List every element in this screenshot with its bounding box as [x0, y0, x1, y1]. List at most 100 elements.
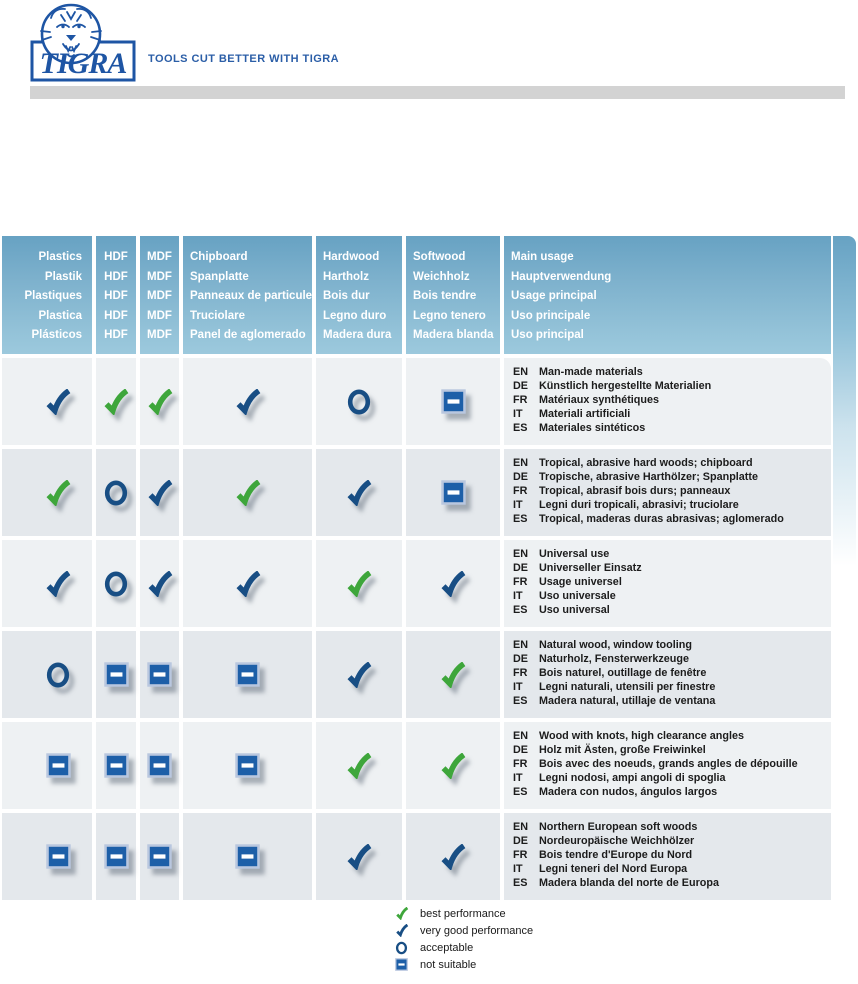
best-performance-check-icon: [46, 479, 71, 506]
table-row: EN Northern European soft woods DE Nordeuro…: [2, 813, 831, 900]
usage-text: Bois naturel, outillage de fenêtre: [539, 667, 707, 679]
acceptable-circle-icon: [104, 571, 128, 596]
table-row: EN Tropical, abrasive hard woods; chipboa…: [2, 449, 831, 536]
usage-line: EN Northern European soft woods: [513, 820, 831, 834]
usage-cell: EN Natural wood, window tooling DE Naturhol…: [504, 631, 831, 718]
header-line: Chipboard: [190, 251, 248, 263]
header-line: Bois tendre: [413, 290, 477, 303]
best-performance-check-icon: [347, 570, 372, 597]
suitability-cell: [96, 813, 136, 900]
not-suitable-square-icon: [395, 958, 408, 971]
table-row: EN Wood with knots, high clearance angles…: [2, 722, 831, 809]
suitability-cell: [183, 631, 312, 718]
header-line: Panneaux de particule: [190, 290, 313, 303]
language-code: FR: [513, 849, 528, 861]
legend-item-acceptable: acceptable: [395, 940, 533, 955]
header-column-chipboard: Chipboard Spanplatte Panneaux de particule…: [183, 236, 312, 354]
header-line: Hardwood: [323, 251, 380, 263]
language-code: IT: [513, 772, 523, 784]
header-column-main-usage: Main usage Hauptverwendung Usage principal…: [504, 236, 831, 354]
suitability-cell: [183, 358, 312, 445]
usage-line: IT Legni nodosi, ampi angoli di spoglia: [513, 771, 831, 785]
usage-text: Bois tendre d'Europe du Nord: [539, 849, 693, 861]
usage-text: Künstlich hergestellte Materialien: [539, 380, 712, 392]
header-line: Madera dura: [323, 329, 392, 342]
suitability-cell: [316, 813, 402, 900]
language-code: ES: [513, 422, 528, 434]
rating-symbol-not_suitable: [103, 844, 129, 869]
usage-line: IT Materiali artificiali: [513, 407, 831, 421]
usage-line: DE Naturholz, Fensterwerkzeuge: [513, 652, 831, 666]
suitability-cell: [316, 540, 402, 627]
usage-text: Legni nodosi, ampi angoli di spoglia: [539, 772, 726, 784]
usage-line: ES Madera blanda del norte de Europa: [513, 876, 831, 890]
header-line: MDF: [147, 270, 172, 283]
suitability-cell: [140, 449, 179, 536]
language-code: ES: [513, 786, 528, 798]
very-good-performance-check-icon: [347, 479, 372, 506]
suitability-table-body: EN Man-made materials DE Künstlich hergeste…: [2, 358, 831, 900]
suitability-cell: [140, 540, 179, 627]
usage-text: Tropical, abrasive hard woods; chipboard: [539, 457, 753, 469]
usage-line: FR Usage universel: [513, 575, 831, 589]
usage-text: Madera blanda del norte de Europa: [539, 877, 719, 889]
not-suitable-square-icon: [235, 753, 260, 778]
not-suitable-square-icon: [440, 389, 466, 414]
usage-text: Tropische, abrasive Harthölzer; Spanplat…: [539, 471, 759, 483]
suitability-cell: [183, 813, 312, 900]
suitability-cell: [406, 540, 500, 627]
usage-line: EN Tropical, abrasive hard woods; chipboa…: [513, 456, 831, 470]
header-line: HDF: [104, 270, 128, 283]
usage-line: ES Materiales sintéticos: [513, 421, 831, 435]
rating-symbol-best: [146, 388, 174, 415]
rating-symbol-not_suitable: [235, 753, 260, 778]
language-code: IT: [513, 499, 523, 511]
usage-line: FR Bois naturel, outillage de fenêtre: [513, 666, 831, 680]
header-line: HDF: [104, 290, 128, 303]
usage-text: Madera con nudos, ángulos largos: [539, 786, 718, 798]
suitability-cell: [406, 449, 500, 536]
suitability-cell: [316, 358, 402, 445]
usage-text: Bois avec des noeuds, grands angles de d…: [539, 758, 798, 770]
suitability-cell: [2, 722, 92, 809]
language-code: FR: [513, 667, 528, 679]
suitability-cell: [2, 358, 92, 445]
rating-symbol-acceptable: [45, 661, 71, 689]
rating-symbol-very_good: [234, 388, 262, 415]
language-code: DE: [513, 744, 528, 756]
usage-text: Universal use: [539, 548, 610, 560]
table-header: Plastics Plastik Plastiques Plastica Plástic…: [2, 236, 831, 354]
usage-line: IT Legni duri tropicali, abrasivi; trucio…: [513, 498, 831, 512]
usage-text: Legni naturali, utensili per finestre: [539, 681, 716, 693]
best-performance-check-icon: [441, 752, 466, 779]
usage-cell: EN Wood with knots, high clearance angles…: [504, 722, 831, 809]
legend-label: not suitable: [420, 958, 477, 971]
header-line: Uso principal: [511, 329, 584, 342]
language-code: EN: [513, 366, 528, 378]
header-fade-strip: [833, 236, 856, 566]
very-good-performance-check-icon: [347, 843, 372, 870]
language-code: EN: [513, 730, 528, 742]
not-suitable-square-icon: [235, 844, 260, 869]
usage-line: EN Universal use: [513, 547, 831, 561]
header-column-hardwood: Hardwood Hartholz Bois dur Legno duro Madera…: [316, 236, 402, 354]
suitability-cell: [183, 540, 312, 627]
usage-text: Uso universal: [539, 604, 610, 616]
rating-symbol-not_suitable: [440, 389, 466, 414]
language-code: IT: [513, 863, 523, 875]
rating-symbol-very_good: [146, 570, 174, 597]
header-line: Legno duro: [323, 309, 387, 322]
suitability-cell: [2, 631, 92, 718]
suitability-cell: [96, 631, 136, 718]
very-good-performance-check-icon: [441, 843, 466, 870]
language-code: EN: [513, 548, 528, 560]
header-line: HDF: [104, 309, 128, 322]
suitability-cell: [406, 358, 500, 445]
language-code: ES: [513, 877, 528, 889]
usage-text: Natural wood, window tooling: [539, 639, 692, 651]
rating-symbol-not_suitable: [235, 662, 260, 687]
usage-text: Tropical, maderas duras abrasivas; aglom…: [539, 513, 784, 525]
usage-text: Legni teneri del Nord Europa: [539, 863, 688, 875]
logo-circle: [40, 3, 102, 65]
legend-item-best: best performance: [395, 906, 533, 921]
